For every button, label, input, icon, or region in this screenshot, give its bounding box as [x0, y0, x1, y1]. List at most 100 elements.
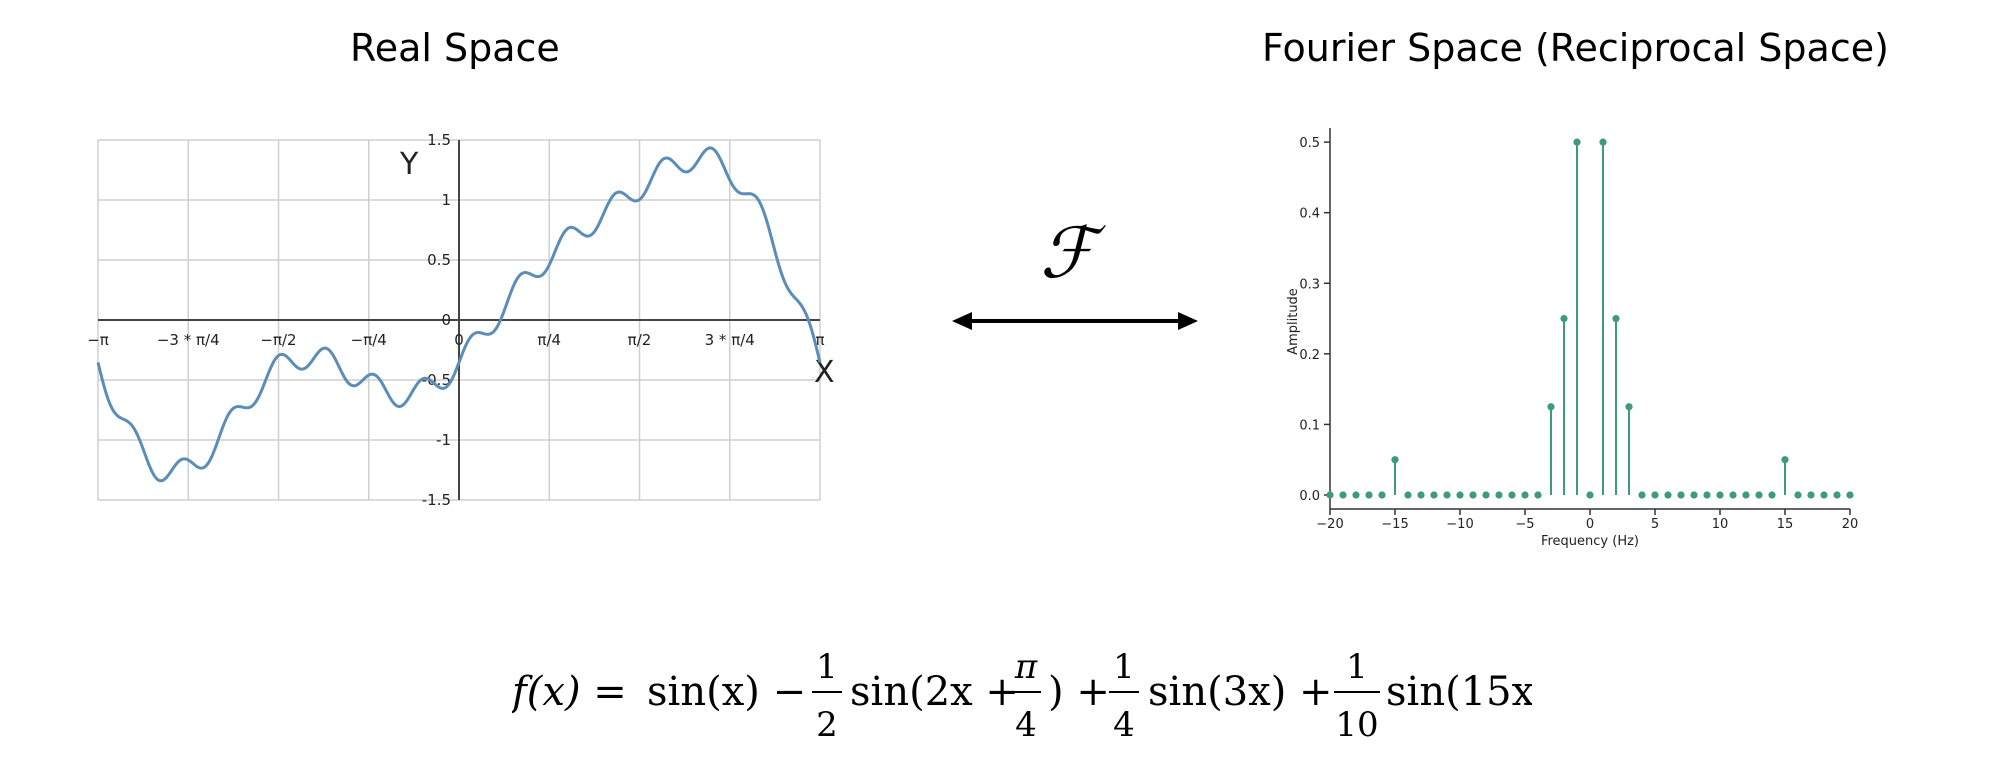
stem-marker-36 — [1794, 491, 1802, 499]
y-tick-label-4: -0.5 — [422, 371, 451, 389]
amp-tick-label-3: 0.3 — [1299, 277, 1320, 292]
stem-marker-13 — [1495, 491, 1503, 499]
x-tick-label-0: −π — [87, 331, 109, 349]
stem-marker-27 — [1677, 491, 1685, 499]
stem-marker-22 — [1612, 314, 1620, 323]
freq-tick-label-7: 15 — [1777, 517, 1794, 532]
stem-marker-34 — [1768, 491, 1776, 499]
formula-term2a: sin(2x + — [850, 669, 1019, 715]
stem-marker-29 — [1703, 491, 1711, 499]
frequency-axis-label: Frequency (Hz) — [1541, 534, 1639, 549]
stem-marker-24 — [1638, 491, 1646, 499]
formula-frac2-num: π — [1014, 647, 1038, 687]
fourier-space-title: Fourier Space (Reciprocal Space) — [1262, 26, 1889, 70]
amp-tick-label-4: 0.4 — [1299, 207, 1320, 222]
stem-marker-14 — [1508, 491, 1516, 499]
arrow-head-right-icon — [1178, 312, 1198, 330]
arrow-head-left-icon — [952, 312, 972, 330]
stem-marker-7 — [1417, 491, 1425, 499]
formula-frac4-num: 1 — [1346, 647, 1368, 687]
formula-frac3-den: 4 — [1113, 705, 1135, 745]
freq-tick-label-0: −20 — [1316, 517, 1343, 532]
y-tick-label-3: 0 — [441, 311, 451, 329]
stem-marker-35 — [1781, 456, 1789, 464]
formula-frac2-den: 4 — [1015, 705, 1037, 745]
y-tick-label-1: 1 — [441, 191, 451, 209]
stem-marker-17 — [1547, 403, 1555, 411]
x-tick-label-6: π/2 — [628, 331, 652, 349]
y-tick-label-2: 0.5 — [427, 251, 451, 269]
stem-marker-30 — [1716, 491, 1724, 499]
stem-marker-5 — [1391, 456, 1399, 464]
amp-tick-label-5: 0.5 — [1299, 136, 1320, 151]
freq-tick-label-8: 20 — [1842, 517, 1859, 532]
x-tick-label-2: −π/2 — [260, 331, 296, 349]
freq-tick-label-1: −15 — [1381, 517, 1408, 532]
x-tick-label-7: 3 * π/4 — [705, 331, 755, 349]
formula-term2b: ) + — [1048, 669, 1110, 715]
formula-term3: sin(3x) + — [1148, 669, 1333, 715]
amp-tick-label-2: 0.2 — [1299, 348, 1320, 363]
stem-marker-39 — [1833, 491, 1841, 499]
freq-tick-label-4: 0 — [1586, 517, 1594, 532]
formula-lhs: f(x) = — [512, 669, 627, 715]
y-tick-label-0: 1.5 — [427, 131, 451, 149]
stem-marker-25 — [1651, 491, 1659, 499]
amp-tick-label-1: 0.1 — [1299, 418, 1320, 433]
x-tick-label-5: π/4 — [537, 331, 561, 349]
formula-frac3-num: 1 — [1113, 647, 1135, 687]
stem-marker-26 — [1664, 491, 1672, 499]
stem-marker-38 — [1820, 491, 1828, 499]
real-space-title: Real Space — [350, 26, 560, 70]
y-tick-label-5: -1 — [436, 431, 451, 449]
stem-marker-9 — [1443, 491, 1451, 499]
stem-marker-4 — [1378, 491, 1386, 499]
stem-marker-8 — [1430, 491, 1438, 499]
x-tick-label-4: 0 — [454, 331, 464, 349]
stem-marker-31 — [1729, 491, 1737, 499]
stem-marker-32 — [1742, 491, 1750, 499]
stem-marker-15 — [1521, 491, 1529, 499]
stem-marker-21 — [1599, 138, 1607, 146]
x-tick-label-8: π — [815, 331, 824, 349]
formula-frac1-den: 2 — [816, 705, 838, 745]
x-tick-label-3: −π/4 — [351, 331, 387, 349]
stem-marker-40 — [1846, 491, 1854, 499]
y-tick-label-6: -1.5 — [422, 491, 451, 509]
stem-marker-20 — [1586, 491, 1594, 499]
function-curve — [96, 146, 822, 483]
freq-tick-label-6: 10 — [1712, 517, 1729, 532]
fourier-transform-symbol: ℱ — [1040, 212, 1096, 294]
formula-term1: sin(x) − — [647, 669, 806, 715]
stem-marker-12 — [1482, 491, 1490, 499]
stem-marker-10 — [1456, 491, 1464, 499]
amplitude-axis-label: Amplitude — [1286, 288, 1301, 355]
stem-marker-23 — [1625, 403, 1633, 411]
stem-marker-3 — [1365, 491, 1373, 499]
stem-marker-1 — [1339, 491, 1347, 499]
x-tick-label-1: −3 * π/4 — [157, 331, 220, 349]
y-axis-label: Y — [399, 147, 419, 182]
x-axis-label: X — [814, 355, 835, 390]
stem-marker-18 — [1560, 314, 1568, 323]
formula: f(x) = sin(x) − 1 2 sin(2x + π 4 ) + 1 4… — [512, 647, 1532, 745]
amp-tick-label-0: 0.0 — [1299, 489, 1320, 504]
stem-marker-0 — [1326, 491, 1334, 499]
formula-frac1-num: 1 — [816, 647, 838, 687]
stem-marker-6 — [1404, 491, 1412, 499]
stem-marker-28 — [1690, 491, 1698, 499]
stem-marker-16 — [1534, 491, 1542, 499]
freq-tick-label-5: 5 — [1651, 517, 1659, 532]
formula-term4: sin(15x) — [1386, 669, 1532, 715]
freq-tick-label-2: −10 — [1446, 517, 1473, 532]
freq-tick-label-3: −5 — [1515, 517, 1534, 532]
stem-marker-37 — [1807, 491, 1815, 499]
stem-marker-11 — [1469, 491, 1477, 499]
stem-marker-33 — [1755, 491, 1763, 499]
stem-marker-2 — [1352, 491, 1360, 499]
stem-marker-19 — [1573, 138, 1581, 146]
formula-frac4-den: 10 — [1335, 705, 1378, 745]
